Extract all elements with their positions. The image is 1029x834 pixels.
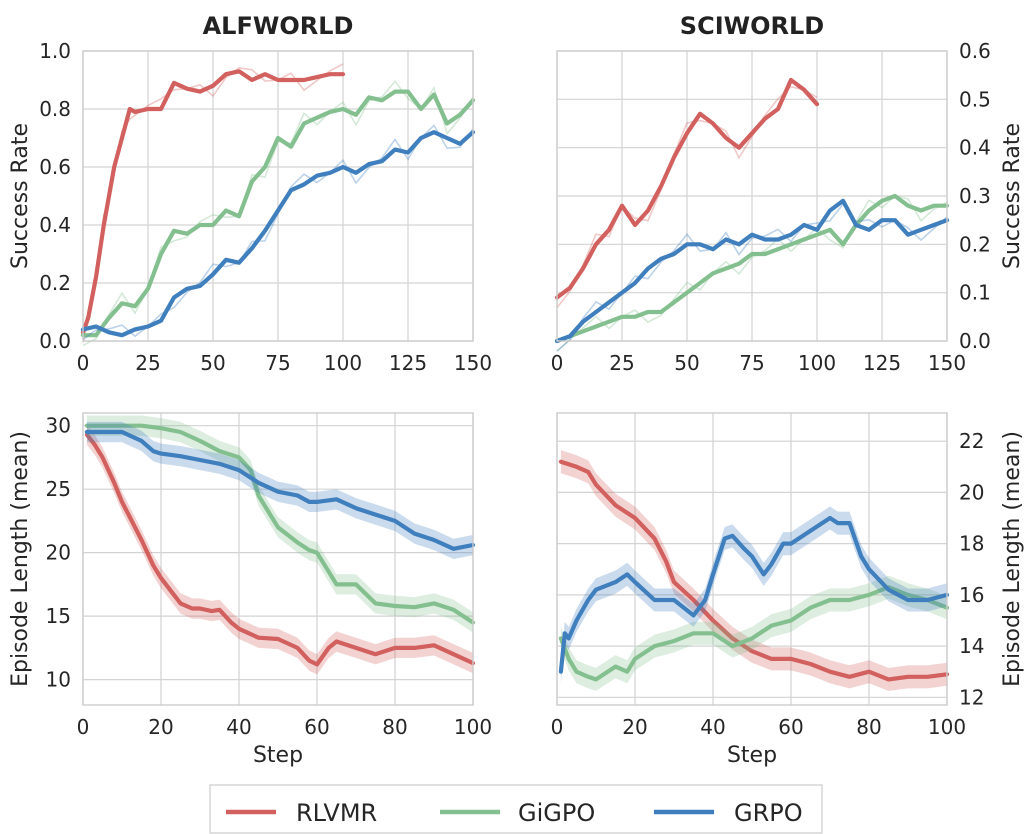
- x-tick-label: 80: [382, 715, 407, 739]
- plot-frame: [556, 50, 948, 342]
- x-tick-label: 40: [700, 715, 725, 739]
- x-tick-label: 20: [622, 715, 647, 739]
- panel-alfworld-success: 0 25 50 75 100 125 150 0.0 0.2 0.4 0.6 0.8 1.0 ALFWOR…: [8, 12, 492, 375]
- series-line-grpo: [554, 198, 950, 344]
- legend: RLVMR GiGPO GRPO: [209, 784, 823, 834]
- band-gigpo: [560, 575, 947, 691]
- x-tick-label: 50: [200, 351, 225, 375]
- x-tick-label: 25: [609, 351, 634, 375]
- x-tick-label: 75: [265, 351, 290, 375]
- y-tick-label: 0.1: [959, 281, 991, 305]
- x-tick-label: 75: [739, 351, 764, 375]
- y-tick-label: 0.6: [959, 39, 991, 63]
- y-tick-label: 18: [959, 532, 984, 556]
- y-tick-label: 0.4: [39, 213, 71, 237]
- series-line-gigpo: [80, 89, 476, 338]
- series-line-rlvmr: [558, 459, 950, 682]
- series-line-rlvmr: [80, 69, 346, 335]
- series-line-grpo: [558, 515, 950, 674]
- y-axis-label: Episode Length (mean): [1000, 431, 1025, 687]
- y-tick-label: 20: [959, 480, 984, 504]
- plot-frame: [82, 50, 474, 342]
- series-line-gigpo: [84, 423, 476, 625]
- y-tick-label: 0.2: [39, 271, 71, 295]
- legend-label-gigpo: GiGPO: [518, 799, 595, 827]
- x-tick-label: 20: [148, 715, 173, 739]
- y-tick-label: 25: [46, 477, 71, 501]
- y-axis-label: Success Rate: [8, 123, 33, 269]
- series-line-grpo: [80, 130, 476, 338]
- series-line-gigpo: [558, 585, 950, 682]
- y-tick-label: 0.3: [959, 184, 991, 208]
- x-tick-label: 100: [454, 715, 492, 739]
- y-tick-label: 1.0: [39, 39, 71, 63]
- y-tick-label: 15: [46, 604, 71, 628]
- x-tick-label: 0: [77, 351, 90, 375]
- x-tick-label: 60: [304, 715, 329, 739]
- y-tick-label: 10: [46, 668, 71, 692]
- raw-line-rlvmr: [556, 85, 818, 309]
- series-line-grpo: [84, 429, 476, 551]
- x-tick-label: 60: [778, 715, 803, 739]
- panel-title: SCIWORLD: [680, 12, 824, 40]
- x-tick-label: 0: [77, 715, 90, 739]
- panel-title: ALFWORLD: [203, 12, 354, 40]
- y-tick-label: 0.0: [39, 329, 71, 353]
- y-tick-label: 0.4: [959, 136, 991, 160]
- x-tick-label: 150: [454, 351, 492, 375]
- y-tick-label: 0.2: [959, 232, 991, 256]
- x-tick-label: 100: [928, 715, 966, 739]
- y-axis-label: Success Rate: [1000, 123, 1025, 269]
- y-tick-label: 30: [46, 414, 71, 438]
- series-line-rlvmr: [84, 432, 476, 667]
- y-tick-label: 22: [959, 429, 984, 453]
- band-gigpo: [86, 415, 474, 633]
- x-axis-label: Step: [253, 743, 303, 768]
- x-tick-label: 0: [551, 715, 564, 739]
- band-rlvmr: [560, 450, 947, 691]
- y-tick-label: 12: [959, 685, 984, 709]
- plot-frame: [82, 412, 474, 706]
- x-axis-label: Step: [727, 743, 777, 768]
- x-tick-label: 100: [798, 351, 836, 375]
- x-tick-label: 25: [135, 351, 160, 375]
- x-tick-label: 125: [389, 351, 427, 375]
- panel-sciworld-episode-length: 0 20 40 60 80 100 12 14 16 18 20 22 Step Episode Leng…: [551, 412, 1025, 768]
- panel-alfworld-episode-length: 0 20 40 60 80 100 10 15 20 25 30 Step Episode Length…: [8, 412, 492, 768]
- y-tick-label: 0.5: [959, 87, 991, 111]
- legend-label-grpo: GRPO: [734, 799, 803, 827]
- band-grpo: [560, 506, 947, 684]
- y-tick-label: 0.0: [959, 329, 991, 353]
- y-axis-label: Episode Length (mean): [8, 431, 33, 687]
- series-line-gigpo: [554, 193, 950, 344]
- x-tick-label: 50: [674, 351, 699, 375]
- x-tick-label: 80: [856, 715, 881, 739]
- legend-label-rlvmr: RLVMR: [296, 799, 377, 827]
- band-rlvmr: [86, 424, 474, 675]
- legend-frame: [209, 784, 823, 834]
- x-tick-label: 100: [324, 351, 362, 375]
- x-tick-label: 125: [863, 351, 901, 375]
- series-line-rlvmr: [554, 77, 820, 300]
- y-tick-label: 0.8: [39, 97, 71, 121]
- y-tick-label: 16: [959, 583, 984, 607]
- y-tick-label: 0.6: [39, 155, 71, 179]
- x-tick-label: 0: [551, 351, 564, 375]
- y-tick-label: 20: [46, 541, 71, 565]
- x-tick-label: 40: [226, 715, 251, 739]
- y-tick-label: 14: [959, 634, 984, 658]
- x-tick-label: 150: [928, 351, 966, 375]
- plot-frame: [556, 412, 948, 706]
